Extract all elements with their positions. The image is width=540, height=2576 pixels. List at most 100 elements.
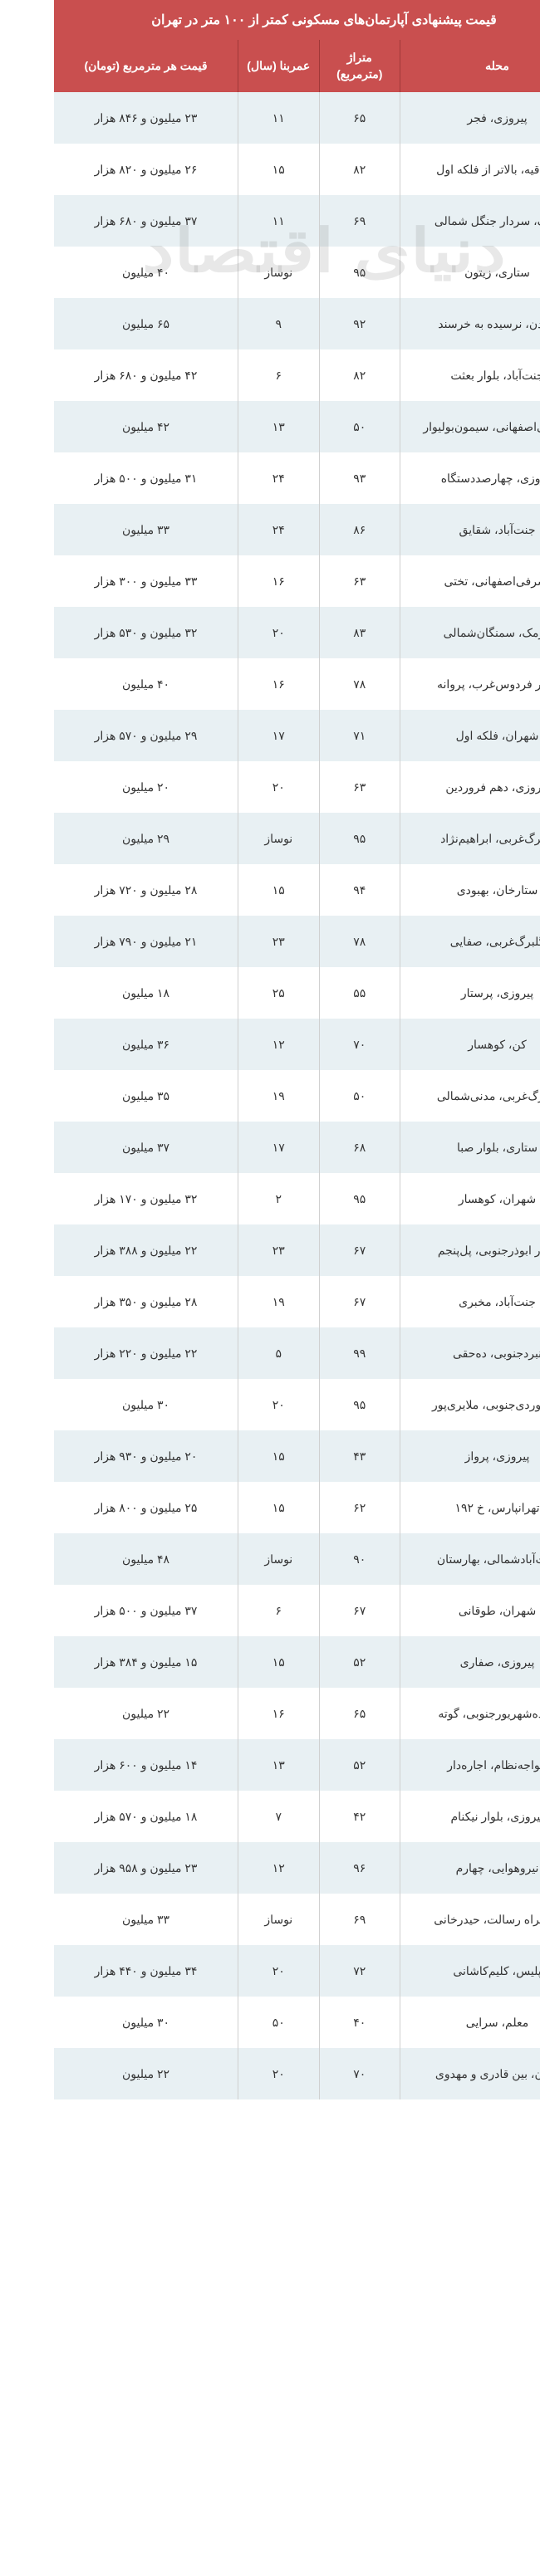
cell-metraj: ۹۵ [265,1173,346,1224]
cell-metraj: ۹۴ [265,864,346,916]
cell-mahale: پیروزی، پرستار [346,967,540,1019]
cell-mahale: خواجه‌نظام، اجاره‌دار [346,1739,540,1791]
cell-gheymat: ۲۲ میلیون [0,2048,184,2099]
table-row: ستارخان، بهبودی۹۴۱۵۲۸ میلیون و ۷۲۰ هزار [0,864,540,916]
cell-metraj: ۶۵ [265,1688,346,1739]
cell-mahale: شهران، کوهسار [346,1173,540,1224]
cell-mahale: بزرگراه رسالت، حیدرخانی [346,1894,540,1945]
cell-mahale: شهران، طوقانی [346,1585,540,1636]
table-row: نبردجنوبی، ده‌حقی۹۹۵۲۲ میلیون و ۲۲۰ هزار [0,1327,540,1379]
cell-omr: ۱۷ [184,710,265,761]
cell-gheymat: ۲۱ میلیون و ۷۹۰ هزار [0,916,184,967]
table-row: بلوار فردوس‌غرب، پروانه۷۸۱۶۴۰ میلیون [0,658,540,710]
cell-omr: نوساز [184,247,265,298]
cell-gheymat: ۳۳ میلیون [0,504,184,555]
cell-omr: ۲۵ [184,967,265,1019]
cell-gheymat: ۴۰ میلیون [0,247,184,298]
cell-metraj: ۸۳ [265,607,346,658]
cell-mahale: پلیس، کلیم‌کاشانی [346,1945,540,1997]
table-row: ایران، بین قادری و مهدوی۷۰۲۰۲۲ میلیون [0,2048,540,2099]
cell-omr: نوساز [184,1894,265,1945]
cell-mahale: ایران، بین قادری و مهدوی [346,2048,540,2099]
cell-gheymat: ۳۵ میلیون [0,1070,184,1122]
cell-gheymat: ۴۰ میلیون [0,658,184,710]
cell-metraj: ۸۲ [265,349,346,401]
cell-gheymat: ۳۰ میلیون [0,1379,184,1430]
cell-gheymat: ۳۳ میلیون و ۳۰۰ هزار [0,555,184,607]
cell-omr: ۱۳ [184,1739,265,1791]
table-row: هفده‌شهریورجنوبی، گوته۶۵۱۶۲۲ میلیون [0,1688,540,1739]
table-row: نیروهوایی، چهارم۹۶۱۲۲۳ میلیون و ۹۵۸ هزار [0,1842,540,1894]
price-table: قیمت پیشنهادی آپارتمان‌های مسکونی کمتر ا… [0,0,540,2099]
table-row: پیروزی، بلوار نیکنام۴۲۷۱۸ میلیون و ۵۷۰ ه… [0,1791,540,1842]
cell-metraj: ۶۷ [265,1276,346,1327]
cell-metraj: ۷۰ [265,1019,346,1070]
cell-gheymat: ۳۲ میلیون و ۱۷۰ هزار [0,1173,184,1224]
cell-metraj: ۹۰ [265,1533,346,1585]
cell-metraj: ۴۳ [265,1430,346,1482]
table-row: پونک، سردار جنگل شمالی۶۹۱۱۳۷ میلیون و ۶۸… [0,195,540,247]
table-row: شهران، کوهسار۹۵۲۳۲ میلیون و ۱۷۰ هزار [0,1173,540,1224]
cell-mahale: پیروزی، پرواز [346,1430,540,1482]
cell-metraj: ۵۲ [265,1636,346,1688]
table-row: صادقیه، بالاتر از فلکه اول۸۲۱۵۲۶ میلیون … [0,144,540,195]
cell-omr: ۲۳ [184,916,265,967]
cell-gheymat: ۳۷ میلیون [0,1122,184,1173]
cell-metraj: ۷۰ [265,2048,346,2099]
table-row: بلوار ابوذرجنوبی، پل‌پنجم۶۷۲۳۲۲ میلیون و… [0,1224,540,1276]
cell-metraj: ۶۹ [265,195,346,247]
cell-metraj: ۴۲ [265,1791,346,1842]
cell-metraj: ۸۶ [265,504,346,555]
cell-metraj: ۶۹ [265,1894,346,1945]
cell-gheymat: ۲۰ میلیون و ۹۳۰ هزار [0,1430,184,1482]
cell-omr: ۱۵ [184,864,265,916]
cell-omr: ۱۱ [184,195,265,247]
cell-mahale: نبردجنوبی، ده‌حقی [346,1327,540,1379]
cell-gheymat: ۴۲ میلیون [0,401,184,452]
cell-omr: ۱۶ [184,555,265,607]
table-row: اشرفی‌اصفهانی، سیمون‌بولیوار۵۰۱۳۴۲ میلیو… [0,401,540,452]
cell-metraj: ۶۳ [265,761,346,813]
cell-gheymat: ۴۸ میلیون [0,1533,184,1585]
cell-mahale: صادقیه، بالاتر از فلکه اول [346,144,540,195]
cell-mahale: سهروردی‌جنوبی، ملایری‌پور [346,1379,540,1430]
cell-omr: ۱۵ [184,144,265,195]
cell-omr: ۲۰ [184,2048,265,2099]
table-row: گلبرگ‌غربی، صفایی۷۸۲۳۲۱ میلیون و ۷۹۰ هزا… [0,916,540,967]
cell-mahale: ستارخان، بهبودی [346,864,540,916]
header-mahale: محله [346,40,540,92]
table-row: نارمک، سمنگان‌شمالی۸۳۲۰۳۲ میلیون و ۵۳۰ ه… [0,607,540,658]
cell-metraj: ۹۲ [265,298,346,349]
cell-metraj: ۹۵ [265,247,346,298]
cell-metraj: ۷۸ [265,916,346,967]
cell-omr: ۷ [184,1791,265,1842]
cell-metraj: ۹۳ [265,452,346,504]
cell-mahale: گلبرگ‌غربی، ابراهیم‌نژاد [346,813,540,864]
cell-mahale: گلبرگ‌غربی، صفایی [346,916,540,967]
cell-mahale: کن، کوهسار [346,1019,540,1070]
cell-mahale: پیروزی، فجر [346,92,540,144]
table-row: جردن، نرسیده به خرسند۹۲۹۶۵ میلیون [0,298,540,349]
cell-gheymat: ۲۰ میلیون [0,761,184,813]
cell-mahale: تهرانپارس، خ ۱۹۲ [346,1482,540,1533]
cell-gheymat: ۲۹ میلیون [0,813,184,864]
cell-omr: ۲۰ [184,1379,265,1430]
cell-omr: ۲۳ [184,1224,265,1276]
cell-metraj: ۵۰ [265,401,346,452]
cell-gheymat: ۲۳ میلیون و ۸۴۶ هزار [0,92,184,144]
cell-metraj: ۴۰ [265,1997,346,2048]
cell-mahale: معلم، سرایی [346,1997,540,2048]
table-row: معلم، سرایی۴۰۵۰۳۰ میلیون [0,1997,540,2048]
cell-metraj: ۸۲ [265,144,346,195]
cell-omr: ۶ [184,349,265,401]
cell-metraj: ۵۵ [265,967,346,1019]
cell-mahale: ستاری، بلوار صبا [346,1122,540,1173]
cell-mahale: پیروزی، صفاری [346,1636,540,1688]
cell-metraj: ۶۵ [265,92,346,144]
cell-metraj: ۹۵ [265,1379,346,1430]
table-row: پیروزی، چهارصددستگاه۹۳۲۴۳۱ میلیون و ۵۰۰ … [0,452,540,504]
cell-metraj: ۶۷ [265,1585,346,1636]
cell-mahale: جردن، نرسیده به خرسند [346,298,540,349]
cell-gheymat: ۳۰ میلیون [0,1997,184,2048]
header-gheymat: قیمت هر مترمربع (تومان) [0,40,184,92]
